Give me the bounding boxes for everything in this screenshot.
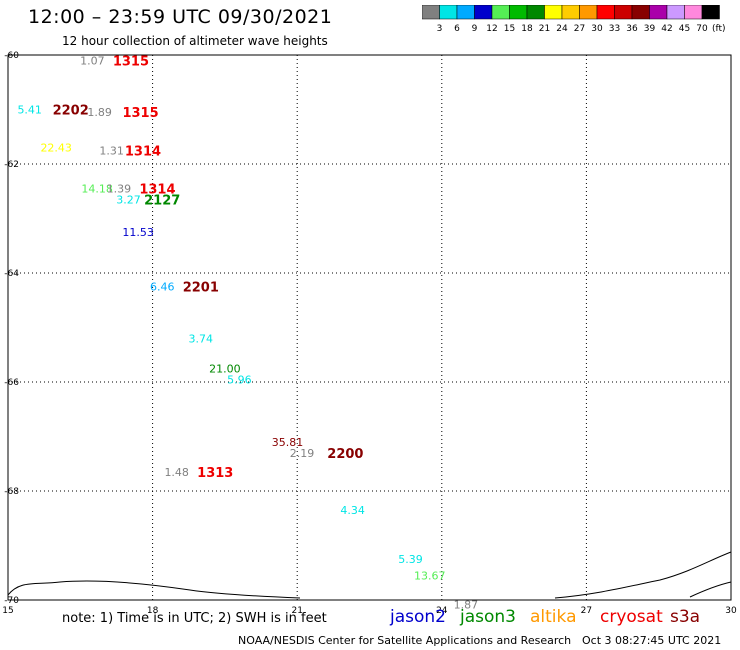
x-tick-label: 24 (436, 606, 448, 616)
swh-value-label: 5.41 (17, 104, 42, 117)
pass-time-label: 2200 (327, 447, 363, 462)
colorbar-tick-label: 24 (556, 24, 568, 34)
colorbar-tick-label: 6 (454, 24, 460, 34)
colorbar-tick-label: 27 (574, 24, 585, 34)
credit-line: NOAA/NESDIS Center for Satellite Applica… (238, 634, 572, 647)
generated-timestamp: Oct 3 08:27:45 UTC 2021 (582, 634, 722, 647)
colorbar-tick-label: 39 (644, 24, 656, 34)
pass-time-label: 1314 (125, 144, 161, 159)
swh-value-label: 6.46 (150, 281, 175, 294)
chart-subtitle: 12 hour collection of altimeter wave hei… (62, 34, 328, 48)
pass-time-label: 1314 (139, 183, 175, 198)
swh-value-label: 3.74 (189, 332, 214, 345)
swh-value-label: 4.34 (340, 504, 365, 517)
colorbar-tick-label: 70 (696, 24, 708, 34)
pass-time-label: 2201 (183, 281, 219, 296)
pass-time-label: 1315 (113, 54, 149, 69)
swh-value-label: 2.19 (290, 447, 315, 460)
plot-frame (7, 54, 732, 601)
colorbar-tick-label: 42 (661, 24, 672, 34)
chart-title: 12:00 – 23:59 UTC 09/30/2021 (28, 6, 333, 28)
x-tick-label: 30 (725, 606, 737, 616)
y-tick-label: -62 (4, 160, 19, 170)
footnote: note: 1) Time is in UTC; 2) SWH is in fe… (62, 611, 327, 626)
y-tick-label: -70 (4, 596, 19, 606)
swh-value-label: 1.31 (99, 144, 124, 157)
colorbar-swatch (701, 5, 720, 20)
x-tick-label: 21 (291, 606, 302, 616)
legend-s3a: s3a (670, 607, 701, 627)
coastline (689, 581, 732, 598)
swh-value-label: 1.07 (80, 54, 105, 67)
colorbar-tick-label: 18 (521, 24, 533, 34)
colorbar-tick-label: 36 (626, 24, 638, 34)
swh-value-label: 11.53 (122, 226, 154, 239)
coastline (7, 580, 301, 599)
legend-jason3: jason3 (460, 607, 516, 627)
swh-value-label: 3.27 (116, 193, 141, 206)
swh-value-label: 1.48 (164, 466, 189, 479)
colorbar-tick-label: 12 (486, 24, 497, 34)
y-tick-label: -64 (4, 269, 19, 279)
colorbar-tick-label: 30 (591, 24, 603, 34)
pass-time-label: 1315 (122, 106, 158, 121)
x-tick-label: 15 (2, 606, 13, 616)
colorbar-unit: (ft) (712, 24, 726, 34)
swh-value-label: 1.39 (107, 183, 132, 196)
legend-cryosat: cryosat (600, 607, 663, 627)
swh-value-label: 1.89 (87, 106, 112, 119)
swh-value-label: 5.39 (398, 553, 423, 566)
legend-jason2: jason2 (390, 607, 446, 627)
pass-time-label: 2202 (53, 104, 89, 119)
x-tick-label: 27 (581, 606, 592, 616)
y-tick-label: -68 (4, 487, 19, 497)
swh-value-label: 21.00 (209, 362, 241, 375)
y-tick-label: -60 (4, 51, 19, 61)
coastline (554, 551, 732, 599)
pass-time-label: 1313 (197, 466, 233, 481)
colorbar-tick-label: 15 (504, 24, 515, 34)
swh-value-label: 14.18 (81, 183, 113, 196)
swh-value-label: 13.67 (414, 569, 446, 582)
swh-value-label: 5.96 (227, 373, 252, 386)
x-tick-label: 18 (147, 606, 159, 616)
y-tick-label: -66 (4, 378, 19, 388)
legend-altika: altika (530, 607, 577, 627)
colorbar-tick-label: 21 (539, 24, 550, 34)
swh-value-label: 1.87 (454, 598, 479, 611)
swh-value-label: 22.43 (40, 142, 72, 155)
swh-value-label: 35.81 (272, 436, 304, 449)
colorbar-tick-label: 33 (609, 24, 620, 34)
pass-time-label: 2127 (144, 193, 180, 208)
colorbar-tick-label: 45 (679, 24, 690, 34)
colorbar-tick-label: 9 (472, 24, 478, 34)
colorbar-tick-label: 3 (437, 24, 443, 34)
swh-colorbar: 3 6 9 12 15 18 21 24 27 30 33 36 39 42 45 70 (ft) (422, 5, 726, 34)
